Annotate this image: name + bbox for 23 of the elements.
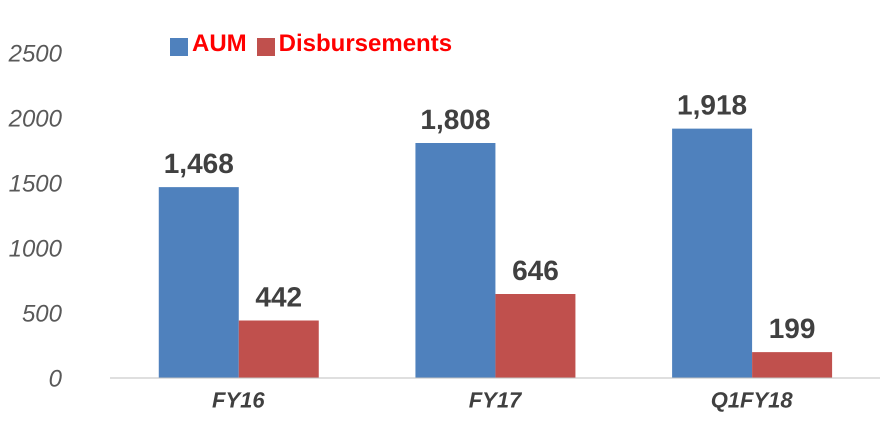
bar: [415, 142, 496, 378]
data-label: 442: [255, 282, 302, 313]
bar: [158, 187, 239, 378]
data-label: 199: [768, 313, 816, 344]
data-label: 1,918: [677, 90, 748, 121]
y-tick-label: 1000: [8, 236, 63, 263]
y-tick-label: 0: [48, 366, 63, 393]
y-tick-label: 1500: [8, 170, 63, 198]
y-tick-label: 2000: [8, 106, 63, 133]
bar: [752, 352, 832, 378]
bar: [238, 320, 319, 378]
x-tick-label: FY17: [468, 388, 524, 413]
data-label: 646: [512, 255, 559, 286]
x-tick-label: FY16: [212, 388, 266, 413]
bar: [495, 294, 576, 378]
y-tick-label: 500: [22, 300, 63, 328]
legend-label: Disbursements: [278, 30, 452, 57]
legend-label: AUM: [192, 30, 247, 57]
x-tick-label: Q1FY18: [710, 388, 794, 413]
y-tick-label: 2500: [8, 40, 63, 68]
data-label: 1,808: [420, 104, 490, 135]
bar: [672, 128, 752, 378]
data-label: 1,468: [164, 148, 234, 180]
